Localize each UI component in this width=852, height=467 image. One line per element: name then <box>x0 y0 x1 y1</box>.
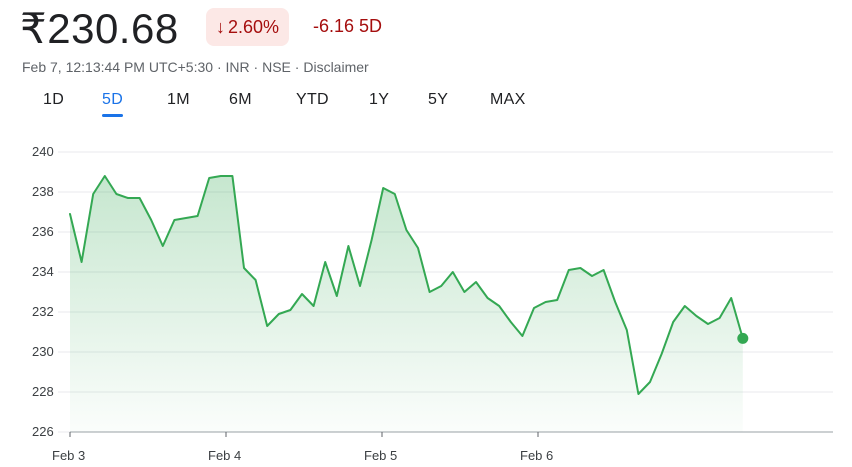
price-area-fill <box>70 176 743 432</box>
range-tab-5d[interactable]: 5D <box>102 88 124 117</box>
x-tick-label: Feb 6 <box>520 448 553 463</box>
y-tick-label: 226 <box>32 424 54 439</box>
price-line <box>69 175 744 395</box>
range-tab-ytd[interactable]: YTD <box>296 91 329 108</box>
exchange: NSE <box>262 59 291 75</box>
x-tick-label: Feb 4 <box>208 448 241 463</box>
range-tab-max[interactable]: MAX <box>490 91 526 108</box>
range-tab-1y[interactable]: 1Y <box>369 91 390 108</box>
timestamp: Feb 7, 12:13:44 PM UTC+5:30 <box>22 59 214 75</box>
y-tick-label: 236 <box>32 224 54 239</box>
change-absolute: -6.16 5D <box>313 16 383 36</box>
current-price: ₹230.68 <box>20 5 179 52</box>
current-price-dot <box>737 332 749 344</box>
meta-separator: · <box>294 59 300 75</box>
change-percent: 2.60% <box>228 16 280 37</box>
y-tick-label: 234 <box>32 264 54 279</box>
disclaimer-link[interactable]: Disclaimer <box>303 59 369 75</box>
arrow-down-icon: ↓ <box>216 16 225 37</box>
range-tab-1m[interactable]: 1M <box>167 91 190 108</box>
x-tick-label: Feb 5 <box>364 448 397 463</box>
range-tab-6m[interactable]: 6M <box>229 91 252 108</box>
y-tick-label: 232 <box>32 304 54 319</box>
y-tick-label: 238 <box>32 184 54 199</box>
meta-separator: · <box>253 59 259 75</box>
y-tick-label: 230 <box>32 344 54 359</box>
x-tick-label: Feb 3 <box>52 448 85 463</box>
y-tick-label: 228 <box>32 384 54 399</box>
quote-meta: Feb 7, 12:13:44 PM UTC+5:30 · INR · NSE … <box>22 58 369 76</box>
currency: INR <box>225 59 250 75</box>
change-percent-badge: ↓ 2.60% <box>206 8 290 46</box>
meta-separator: · <box>216 59 222 75</box>
range-tab-1d[interactable]: 1D <box>43 91 65 108</box>
range-tab-5y[interactable]: 5Y <box>428 91 449 108</box>
y-tick-label: 240 <box>32 144 54 159</box>
